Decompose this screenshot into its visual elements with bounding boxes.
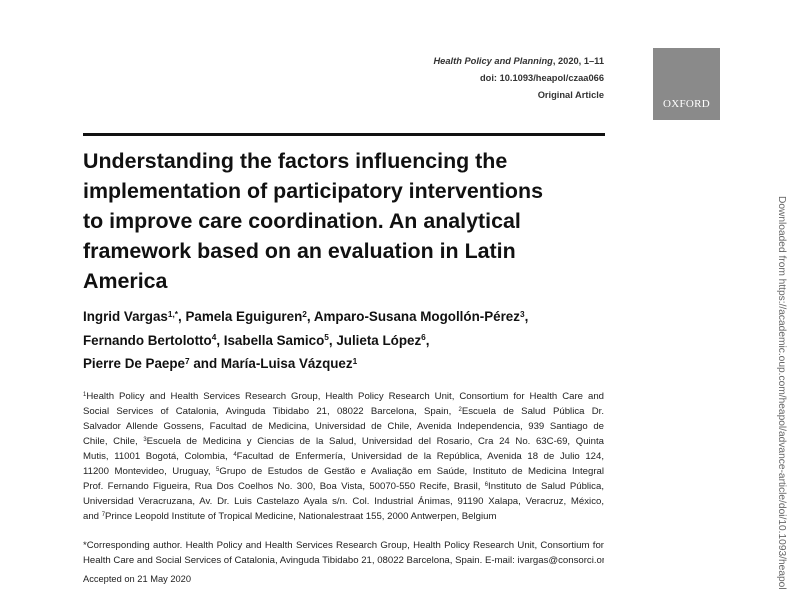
article-title: Understanding the factors influencing th… <box>83 146 623 296</box>
title-line: framework based on an evaluation in Lati… <box>83 239 516 263</box>
accepted-date: Accepted on 21 May 2020 <box>83 574 192 584</box>
text-segment: Escuela de Salud Pública Dr. <box>461 406 604 417</box>
text-line: Fernando Bertolotto4, Isabella Samico5, … <box>83 330 528 354</box>
text-segment: Prof. Fernando Figueira, Rua Dos Coelhos… <box>83 481 485 492</box>
superscript: 5 <box>216 467 220 474</box>
title-line: Understanding the factors influencing th… <box>83 149 508 173</box>
text-line: Ingrid Vargas1,*, Pamela Eguiguren2, Amp… <box>83 306 528 330</box>
text-line: Universidad Veracruzana, Av. Dr. Luis Ca… <box>83 494 604 509</box>
doi[interactable]: doi: 10.1093/heapol/czaa066 <box>479 73 604 83</box>
superscript: 3 <box>143 437 147 444</box>
text-segment: Universidad Veracruzana, Av. Dr. Luis Ca… <box>83 496 604 507</box>
corresponding-author: *Corresponding author. Health Policy and… <box>83 538 604 568</box>
title-line: implementation of participatory interven… <box>83 179 543 203</box>
text-segment: , <box>425 332 430 348</box>
text-segment: , <box>524 309 529 324</box>
superscript: 4 <box>233 452 237 459</box>
superscript: 2 <box>458 407 462 414</box>
text-segment: , Pamela Eguiguren <box>178 309 303 324</box>
superscript: 7 <box>184 355 190 366</box>
text-segment: , Amparo-Susana Mogollón-Pérez <box>306 309 520 324</box>
title-line: to improve care coordination. An analyti… <box>83 209 521 233</box>
text-segment: Facultad de Enfermería, Universidad de l… <box>236 451 604 462</box>
text-segment: Chile, Chile, <box>83 436 144 447</box>
text-segment: and María-Luisa Vázquez <box>189 356 353 371</box>
text-segment: Pierre De Paepe <box>83 356 185 371</box>
superscript: 1 <box>352 355 358 366</box>
header-rule <box>83 133 605 136</box>
text-segment: 11200 Montevideo, Uruguay, <box>83 466 217 477</box>
text-line: Pierre De Paepe7 and María-Luisa Vázquez… <box>83 353 528 377</box>
affiliations: 1Health Policy and Health Services Resea… <box>83 389 604 524</box>
text-segment: Grupo de Estudos de Gestão e Avaliação e… <box>219 466 604 477</box>
oxford-logo: OXFORD <box>653 48 720 120</box>
journal-name: Health Policy and Planning <box>433 56 553 66</box>
superscript: 5 <box>324 332 329 343</box>
text-segment: , Isabella Samico <box>216 332 325 348</box>
superscript: 1,* <box>167 308 178 319</box>
text-segment: Salvador Allende Gossens, Facultad de Me… <box>83 421 604 432</box>
text-line: 11200 Montevideo, Uruguay, 5Grupo de Est… <box>83 464 604 479</box>
text-segment: Mutis, 11001 Bogotá, Colombia, <box>83 451 234 462</box>
superscript: 6 <box>484 482 489 489</box>
superscript: 4 <box>211 332 217 343</box>
author-list: Ingrid Vargas1,*, Pamela Eguiguren2, Amp… <box>83 306 528 377</box>
text-line: Chile, Chile, 3Escuela de Medicina y Cie… <box>83 434 604 449</box>
superscript: 6 <box>421 332 426 343</box>
citation-pages: , 2020, 1–11 <box>552 56 604 66</box>
oxford-logo-text: OXFORD <box>662 98 711 110</box>
text-line: and 7Prince Leopold Institute of Tropica… <box>83 509 604 524</box>
text-segment: Health Care and Social Services of Catal… <box>83 555 604 566</box>
text-line: 1Health Policy and Health Services Resea… <box>83 389 604 404</box>
title-line: America <box>83 269 168 293</box>
article-type: Original Article <box>537 90 604 100</box>
text-line: Salvador Allende Gossens, Facultad de Me… <box>83 419 604 434</box>
download-notice: Downloaded from https://academic.oup.com… <box>776 196 787 590</box>
text-line: *Corresponding author. Health Policy and… <box>83 538 604 553</box>
text-segment: , Julieta López <box>328 332 422 348</box>
superscript: 2 <box>302 308 307 319</box>
text-segment: Health Policy and Health Services Resear… <box>86 391 604 402</box>
superscript: 7 <box>101 512 105 519</box>
text-segment: and <box>83 511 102 522</box>
text-line: Mutis, 11001 Bogotá, Colombia, 4Facultad… <box>83 449 604 464</box>
text-line: Social Services of Catalonia, Avinguda T… <box>83 404 604 419</box>
text-segment: Instituto de Salud Pública, <box>488 481 604 492</box>
superscript: 3 <box>519 308 525 319</box>
text-segment: Fernando Bertolotto <box>83 332 212 348</box>
text-line: Health Care and Social Services of Catal… <box>83 553 604 568</box>
text-segment: Ingrid Vargas <box>83 309 168 324</box>
text-segment: *Corresponding author. Health Policy and… <box>83 540 604 551</box>
text-segment: Escuela de Medicina y Ciencias de la Sal… <box>146 436 604 447</box>
text-segment: Social Services of Catalonia, Avinguda T… <box>83 406 459 417</box>
journal-citation: Health Policy and Planning, 2020, 1–11 <box>433 56 604 66</box>
text-line: Prof. Fernando Figueira, Rua Dos Coelhos… <box>83 479 604 494</box>
superscript: 1 <box>83 392 87 399</box>
text-segment: Prince Leopold Institute of Tropical Med… <box>105 511 497 522</box>
